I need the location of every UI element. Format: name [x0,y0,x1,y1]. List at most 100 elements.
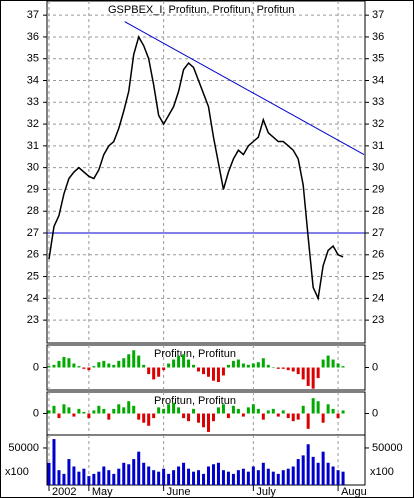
histogram-bar [226,413,230,419]
y-tick-label: 29 [27,183,39,195]
volume-bar [192,471,196,485]
histogram-bar [256,362,260,368]
volume-bar [112,473,116,485]
y-tick-label: 31 [372,140,384,152]
histogram-bar [92,410,96,414]
volume-bar [241,468,245,485]
histogram-bar [97,405,101,414]
histogram-bar [256,408,260,414]
histogram-bar [142,413,146,423]
volume-bar [231,473,235,485]
histogram-bar [142,364,146,368]
histogram-bar [306,367,310,387]
y-tick-label: 36 [27,31,39,43]
y-tick-label: 0 [33,361,39,373]
histogram-bar [276,367,280,369]
histogram-bar [132,350,136,368]
volume-bar [276,473,280,485]
y-tick-label: 50000 [8,442,39,454]
volume-bar [341,471,345,485]
histogram-bar [52,364,56,368]
y-tick-label: 25 [27,270,39,282]
histogram-bar [311,367,315,389]
histogram-bar [226,364,230,368]
histogram-bar [246,364,250,368]
histogram-bar [107,413,111,420]
y-tick-label: 37 [372,9,384,21]
histogram-bar [331,408,335,414]
histogram-bar [236,408,240,414]
histogram-bar [261,358,265,368]
y-tick-label: 30 [372,162,384,174]
histogram-bar [291,413,295,422]
histogram-bar [117,404,121,414]
volume-bar [67,459,71,485]
y-tick-label: 37 [27,9,39,21]
histogram-bar [206,367,210,377]
histogram-bar [107,363,111,368]
histogram-bar [192,408,196,414]
x-tick-label: 2002 [52,486,76,498]
y-tick-label: 34 [372,74,384,86]
histogram-bar [87,413,91,419]
volume-bar [127,464,131,485]
histogram-bar [202,413,206,428]
histogram-bar [236,359,240,368]
histogram-bar [336,363,340,368]
histogram-bar [87,367,91,371]
histogram-bar [251,404,255,414]
histogram-bar [241,363,245,368]
histogram-bar [326,355,330,368]
volume-bar [281,470,285,485]
y-tick-label: 26 [27,249,39,261]
histogram-bar [341,366,345,368]
volume-bar [311,456,315,485]
histogram-bar [122,407,126,414]
histogram-bar [57,360,61,368]
y-tick-label: 24 [27,292,39,304]
histogram-bar [182,354,186,368]
histogram-bar [281,367,285,369]
histogram-bar [276,413,280,417]
histogram-bar [57,413,61,419]
histogram-bar [157,367,161,377]
histogram-bar [221,404,225,414]
histogram-bar [251,363,255,368]
histogram-bar [72,363,76,368]
histogram-bar [167,363,171,368]
histogram-bar [301,405,305,414]
volume-bar [82,468,86,485]
histogram-bar [147,413,151,426]
histogram-bar [211,413,215,422]
histogram-bar [47,410,51,414]
histogram-bar [221,367,225,376]
volume-bar [132,459,136,485]
histogram-bar [306,413,310,429]
volume-bar [251,466,255,485]
y-tick-label: 26 [372,249,384,261]
x-tick-label: July [256,486,276,498]
histogram-bar [187,413,191,422]
histogram-bar [127,401,131,414]
y-tick-label: 23 [27,314,39,326]
histogram-bar [167,404,171,414]
histogram-bar [216,367,220,383]
histogram-bar [62,404,66,414]
unit-label: x100 [5,466,29,478]
volume-bar [107,470,111,485]
histogram-bar [102,360,106,368]
volume-bar [206,466,210,485]
volume-bar [52,439,56,485]
panel-title: GSPBEX_I, Profitun, Profitun, Profitun [108,4,294,16]
volume-bar [167,473,171,485]
volume-bar [47,462,51,485]
histogram-bar [246,407,250,414]
y-tick-label: 35 [372,53,384,65]
volume-bar [321,451,325,485]
volume-bar [97,471,101,485]
histogram-bar [72,413,76,417]
histogram-bar [231,405,235,414]
volume-bar [62,473,66,485]
